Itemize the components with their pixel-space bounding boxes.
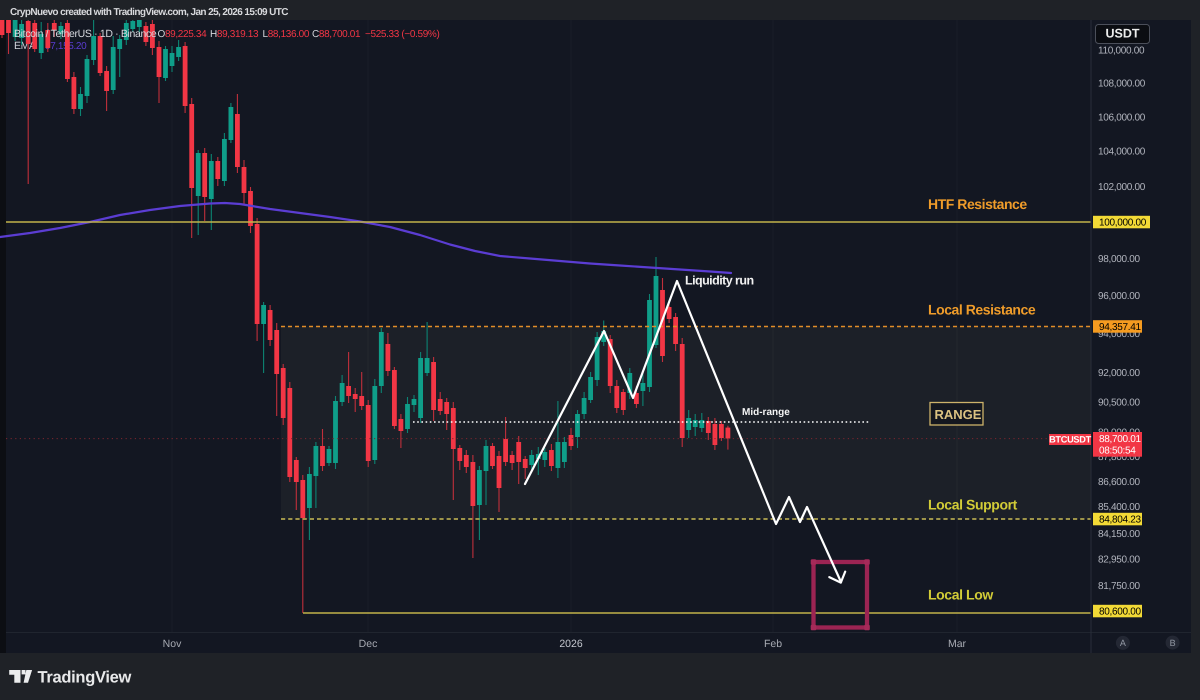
svg-text:96,000.00: 96,000.00 <box>1098 291 1141 302</box>
svg-text:88,700.01: 88,700.01 <box>1099 434 1142 445</box>
svg-text:80,600.00: 80,600.00 <box>1099 607 1142 618</box>
svg-text:90,500.00: 90,500.00 <box>1098 398 1141 409</box>
svg-text:108,000.00: 108,000.00 <box>1098 79 1146 90</box>
svg-text:86,600.00: 86,600.00 <box>1098 477 1141 488</box>
svg-text:84,804.23: 84,804.23 <box>1099 515 1142 526</box>
svg-text:98,000.00: 98,000.00 <box>1098 254 1141 265</box>
svg-text:92,000.00: 92,000.00 <box>1098 368 1141 379</box>
svg-text:O89,225.34: O89,225.34 <box>158 29 208 40</box>
svg-text:Local Resistance: Local Resistance <box>928 302 1036 318</box>
svg-text:Liquidity run: Liquidity run <box>685 274 754 288</box>
svg-text:HTF Resistance: HTF Resistance <box>928 196 1027 212</box>
svg-text:84,150.00: 84,150.00 <box>1098 529 1141 540</box>
svg-text:Bitcoin / TetherUS · 1D · Bina: Bitcoin / TetherUS · 1D · Binance <box>14 28 157 40</box>
svg-text:110,000.00: 110,000.00 <box>1098 46 1145 57</box>
svg-text:94,000.00: 94,000.00 <box>1098 329 1141 340</box>
svg-text:Nov: Nov <box>163 638 182 650</box>
svg-text:USDT: USDT <box>1105 27 1139 41</box>
svg-text:A: A <box>1120 638 1126 648</box>
svg-text:H89,319.13: H89,319.13 <box>210 29 259 40</box>
svg-text:08:50:54: 08:50:54 <box>1099 446 1136 457</box>
svg-text:100,000.00: 100,000.00 <box>1099 218 1147 229</box>
svg-text:Local Low: Local Low <box>928 587 993 603</box>
svg-text:C88,700.01: C88,700.01 <box>312 29 361 40</box>
svg-text:TradingView: TradingView <box>38 668 132 686</box>
svg-text:Mid-range: Mid-range <box>742 407 790 418</box>
svg-text:BTCUSDT: BTCUSDT <box>1049 435 1091 445</box>
svg-text:EMA: EMA <box>14 40 36 52</box>
svg-text:−525.33 (−0.59%): −525.33 (−0.59%) <box>365 29 439 40</box>
svg-text:RANGE: RANGE <box>935 407 982 422</box>
svg-text:85,400.00: 85,400.00 <box>1098 502 1141 513</box>
svg-text:94,357.41: 94,357.41 <box>1099 322 1142 333</box>
svg-text:Mar: Mar <box>948 638 967 650</box>
svg-text:106,000.00: 106,000.00 <box>1098 112 1146 123</box>
svg-text:81,750.00: 81,750.00 <box>1098 581 1141 592</box>
svg-text:87,800.00: 87,800.00 <box>1098 452 1141 463</box>
svg-text:2026: 2026 <box>559 638 583 650</box>
svg-text:CrypNuevo created with Trading: CrypNuevo created with TradingView.com, … <box>10 7 288 18</box>
svg-text:82,950.00: 82,950.00 <box>1098 555 1141 566</box>
svg-text:102,000.00: 102,000.00 <box>1098 182 1146 193</box>
svg-text:Dec: Dec <box>359 638 378 650</box>
svg-text:B: B <box>1170 638 1176 648</box>
svg-text:104,000.00: 104,000.00 <box>1098 147 1146 158</box>
svg-text:Local Support: Local Support <box>928 497 1018 513</box>
svg-text:L88,136.00: L88,136.00 <box>263 29 310 40</box>
svg-text:Feb: Feb <box>764 638 782 650</box>
